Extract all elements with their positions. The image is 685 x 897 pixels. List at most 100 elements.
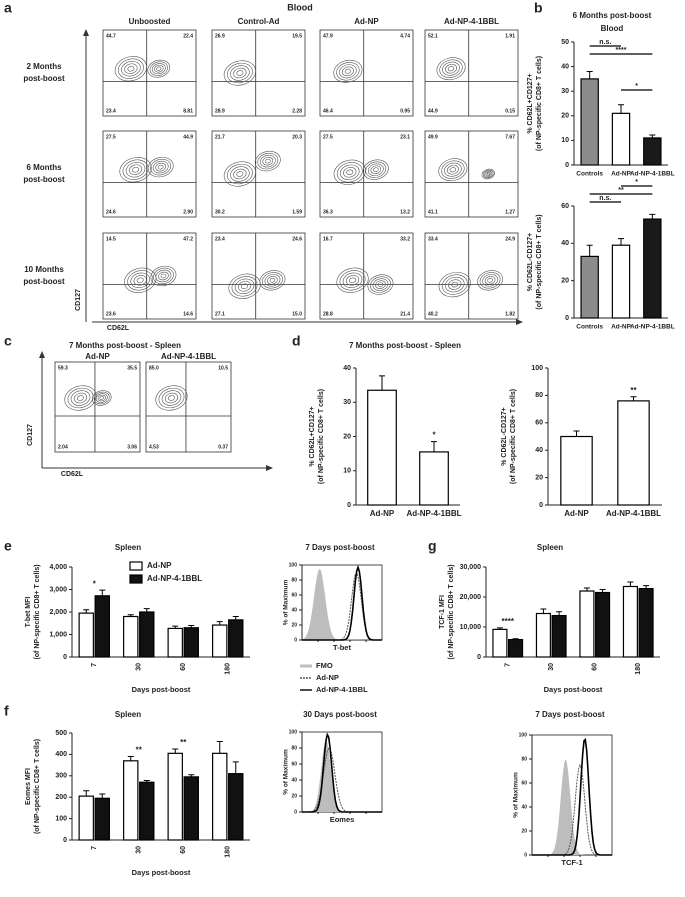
quadrant-value: 10.5	[218, 365, 228, 371]
quadrant-value: 0.37	[218, 444, 228, 450]
bar	[367, 389, 397, 506]
contour	[262, 156, 274, 166]
contour	[124, 63, 138, 74]
significance-label: ****	[616, 47, 627, 54]
error-bar	[540, 608, 547, 614]
contour	[372, 167, 379, 172]
contour	[147, 156, 174, 178]
y-axis-label: (of NP-specific CD8+ T cells)	[536, 56, 543, 151]
error-bar	[630, 396, 637, 401]
y-tick-label: 30,000	[460, 564, 482, 571]
contour	[114, 56, 147, 82]
y-tick-label: 40	[343, 365, 351, 372]
contour	[133, 275, 147, 286]
error-bar	[143, 780, 150, 783]
bar	[212, 624, 228, 658]
bar	[611, 244, 631, 319]
quadrant-value: 44.7	[106, 33, 116, 39]
contour	[122, 159, 149, 180]
flow-plot	[211, 232, 306, 320]
error-bar	[188, 774, 195, 777]
contour	[132, 166, 140, 173]
legend-label: Ad-NP	[316, 673, 339, 682]
quadrant-value: 21.4	[400, 311, 410, 317]
y-tick-label: 3,000	[49, 586, 67, 593]
x-tick-label: Ad-NP	[611, 324, 632, 331]
quadrant-value: 14.5	[106, 236, 116, 242]
contour	[150, 265, 177, 287]
y-tick-label: 400	[55, 751, 67, 758]
quadrant-value: 33.4	[428, 236, 438, 242]
row-label: post-boost	[23, 175, 65, 184]
x-tick-label: Ad-NP-4-1BBL	[630, 324, 675, 331]
error-bar	[496, 627, 503, 630]
x-axis-label: Days post-boost	[132, 868, 191, 877]
y-axis-label: (of NP-specific CD8+ T cells)	[448, 564, 455, 659]
quadrant-value: 36.3	[323, 209, 333, 215]
bar	[643, 137, 662, 166]
error-bar	[649, 134, 656, 138]
panel-title: Blood	[287, 2, 313, 12]
error-bar	[99, 793, 106, 799]
flow-plot	[145, 361, 232, 453]
quadrant-value: 19.5	[292, 33, 302, 39]
contour	[223, 161, 256, 187]
histogram-curve	[302, 747, 382, 813]
quadrant-value: 52.1	[428, 33, 438, 39]
error-bar	[143, 608, 150, 612]
quadrant-value: 1.27	[505, 209, 515, 215]
bar	[579, 590, 595, 658]
contour	[339, 64, 357, 79]
contour	[484, 276, 496, 285]
axis-label: CD62L	[107, 325, 130, 332]
contour	[77, 395, 84, 401]
quadrant-value: 21.7	[215, 134, 225, 140]
y-tick-label: 0	[63, 837, 67, 844]
contour	[340, 164, 360, 180]
bar	[580, 78, 599, 166]
quadrant-value: 85.0	[149, 365, 159, 371]
error-bar	[172, 625, 179, 629]
bar	[183, 776, 199, 841]
quadrant-value: 27.5	[323, 134, 333, 140]
quadrant-value: 44.9	[428, 108, 438, 114]
x-tick-label: Ad-NP	[611, 171, 632, 178]
contour	[152, 160, 169, 174]
chart-title: 7 Days post-boost	[535, 710, 605, 719]
contour	[339, 270, 366, 291]
quadrant-value: 27.1	[215, 311, 225, 317]
y-tick-label: 20	[343, 433, 351, 440]
y-tick-label: 20	[521, 828, 527, 834]
bar	[123, 615, 139, 658]
error-bar	[599, 589, 606, 593]
significance-label: **	[618, 187, 624, 194]
y-axis-label: (of NP-specific CD8+ T cells)	[510, 389, 517, 484]
panel-letter: g	[428, 538, 437, 554]
contour	[158, 387, 185, 409]
chart-title: 7 Days post-boost	[305, 543, 375, 552]
row-label: 6 Months	[26, 163, 62, 172]
quadrant-value: 41.1	[428, 209, 438, 215]
y-tick-label: 0	[565, 315, 569, 322]
x-tick-label: 60	[592, 663, 599, 671]
panel-letter: b	[534, 0, 543, 16]
y-tick-label: 80	[521, 756, 527, 762]
y-tick-label: 40	[535, 447, 543, 454]
y-tick-label: 40	[561, 63, 569, 70]
histogram-curve	[302, 740, 382, 812]
x-axis-label: Days post-boost	[544, 685, 603, 694]
contour	[164, 392, 179, 404]
bar	[595, 591, 611, 658]
contour	[264, 158, 271, 164]
error-bar	[83, 790, 90, 797]
axis-label: CD127	[75, 289, 82, 311]
contour	[446, 164, 459, 175]
column-header: Control-Ad	[238, 17, 280, 26]
histogram-curve	[532, 759, 612, 855]
bar	[94, 797, 110, 841]
y-tick-label: 10	[343, 468, 351, 475]
legend-label: Ad-NP-4-1BBL	[147, 574, 202, 583]
histogram-curve	[302, 564, 382, 641]
contour	[264, 274, 281, 287]
